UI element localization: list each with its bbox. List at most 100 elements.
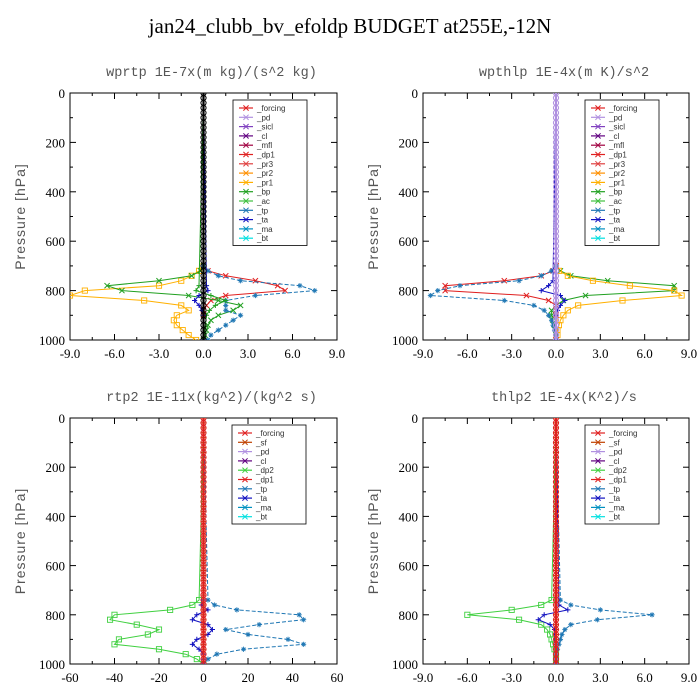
legend-item: _ac: [591, 197, 622, 206]
data-point-marker: [545, 297, 552, 304]
legend-item: _dp2: [238, 466, 274, 475]
data-point-marker: [256, 622, 262, 628]
data-point-marker: [214, 651, 220, 657]
legend-label: _ac: [256, 197, 270, 206]
data-point-marker: [243, 170, 249, 177]
legend-label: _cl: [608, 457, 619, 466]
legend-item: _pr2: [591, 169, 626, 178]
data-point-marker: [551, 327, 558, 333]
legend-item: _pr3: [239, 160, 274, 169]
legend-item: _ma: [591, 225, 625, 234]
data-point-marker: [595, 495, 601, 502]
data-point-marker: [243, 123, 249, 130]
data-point-marker: [242, 504, 248, 511]
data-point-marker: [133, 621, 140, 628]
data-point-marker: [595, 151, 601, 158]
data-point-marker: [301, 617, 307, 623]
data-point-marker: [156, 277, 162, 284]
data-point-marker: [223, 307, 229, 313]
data-point-marker: [559, 631, 565, 638]
data-point-marker: [568, 622, 574, 628]
y-tick-label: 200: [46, 460, 66, 475]
data-point-marker: [189, 601, 196, 609]
x-tick-label: -6.0: [104, 346, 125, 361]
data-point-marker: [595, 225, 601, 232]
legend-label: _pr2: [608, 169, 626, 178]
data-point-marker: [188, 272, 195, 279]
x-tick-label: 9.0: [681, 346, 697, 361]
data-point-marker: [179, 327, 186, 334]
y-axis-label: Pressure [hPa]: [365, 488, 381, 595]
data-point-marker: [442, 282, 449, 289]
plot-area: [70, 93, 318, 340]
y-tick-label: 200: [399, 135, 419, 150]
legend-label: _ma: [608, 225, 625, 234]
y-tick-label: 1000: [39, 657, 65, 672]
data-point-marker: [516, 278, 522, 284]
legend-label: _dp1: [608, 151, 627, 160]
legend-label: _sicl: [608, 123, 625, 132]
legend-item: _tp: [591, 485, 621, 494]
series-line: [428, 93, 557, 340]
data-point-marker: [242, 485, 248, 492]
series-dp1: [106, 418, 207, 664]
data-point-marker: [595, 216, 601, 223]
legend-label: _ta: [255, 494, 268, 503]
chart-panel-rtp2: rtp2 1E-11x(kg^2)/(kg^2 s) Pressure [hPa]…: [12, 391, 344, 685]
y-tick-label: 600: [399, 234, 419, 249]
data-point-marker: [582, 292, 589, 299]
data-point-marker: [144, 631, 151, 638]
legend-item: _bp: [239, 188, 271, 197]
data-point-marker: [538, 273, 544, 279]
data-point-marker: [115, 636, 122, 643]
legend-label: _ta: [608, 216, 621, 225]
legend-label: _sf: [608, 438, 620, 447]
data-point-marker: [194, 636, 200, 642]
legend-label: _pd: [256, 113, 270, 122]
data-point-marker: [546, 283, 552, 289]
legend-item: _sicl: [239, 123, 273, 132]
data-point-marker: [435, 288, 441, 294]
data-point-marker: [296, 612, 302, 618]
legend-label: _dp2: [255, 466, 274, 475]
legend-item: _ac: [239, 197, 270, 206]
x-tick-label: -9.0: [413, 346, 434, 361]
data-point-marker: [192, 297, 198, 304]
data-point-marker: [215, 312, 222, 319]
legend-item: _ma: [239, 225, 273, 234]
data-point-marker: [595, 467, 601, 474]
data-point-marker: [649, 612, 655, 618]
x-tick-label: -3.0: [501, 346, 522, 361]
data-point-marker: [564, 307, 571, 314]
legend-item: _ta: [591, 494, 621, 503]
chart-title: wprtp 1E-7x(m kg)/(s^2 kg): [106, 66, 317, 81]
data-point-marker: [189, 617, 195, 623]
legend-item: _ta: [239, 216, 269, 225]
data-point-marker: [242, 457, 248, 464]
data-point-marker: [208, 332, 214, 338]
data-point-marker: [282, 287, 289, 294]
data-point-marker: [619, 297, 626, 304]
data-point-marker: [212, 602, 218, 608]
data-point-marker: [595, 114, 601, 121]
legend-label: _bp: [608, 188, 623, 197]
y-tick-label: 1000: [392, 333, 418, 348]
legend-label: _tp: [608, 485, 621, 494]
data-point-marker: [547, 622, 553, 628]
x-tick-label: 6.0: [637, 670, 653, 685]
data-point-marker: [193, 656, 200, 663]
y-tick-label: 800: [46, 608, 66, 623]
data-point-marker: [242, 495, 248, 502]
data-point-marker: [193, 288, 199, 294]
x-tick-label: 60: [331, 670, 344, 685]
legend-item: _tp: [239, 206, 269, 215]
series-line: [444, 93, 557, 340]
legend-label: _forcing: [255, 429, 284, 438]
data-point-marker: [595, 235, 601, 242]
data-point-marker: [523, 292, 530, 299]
data-point-marker: [595, 207, 601, 214]
data-point-marker: [538, 601, 545, 609]
legend-item: _bt: [591, 513, 621, 522]
data-point-marker: [562, 626, 568, 633]
data-point-marker: [242, 467, 248, 474]
